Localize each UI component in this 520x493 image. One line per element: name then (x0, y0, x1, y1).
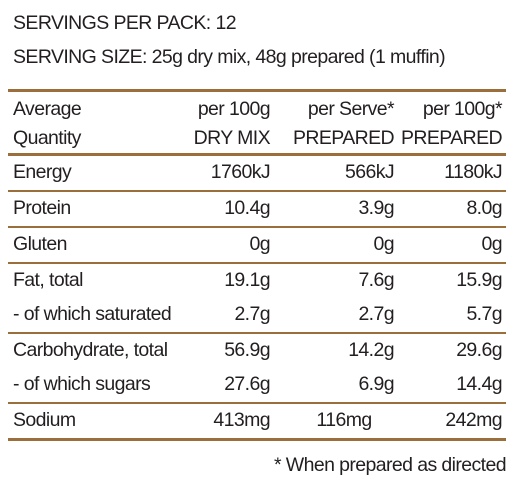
header-quantity-line2: Quantity (13, 127, 81, 149)
row-label: Sodium (13, 409, 76, 431)
row-per-serve-value: 2.7g (358, 303, 394, 325)
row-per-serve-value: 116mg (316, 409, 372, 431)
row-label: - of which saturated (13, 303, 172, 325)
row-prepared-value: 5.7g (466, 303, 502, 325)
row-dry-mix-value: 413mg (213, 409, 270, 431)
table-bottom-rule (8, 438, 506, 441)
row-per-serve-value: 3.9g (358, 197, 394, 219)
row-per-serve-value: 14.2g (348, 339, 394, 361)
header-per-serve-line2: PREPARED (292, 127, 395, 149)
nutrition-table: Average Quantity per 100g DRY MIX per Se… (8, 89, 506, 441)
row-divider (8, 262, 506, 264)
row-prepared-value: 15.9g (456, 269, 502, 291)
row-dry-mix-value: 2.7g (234, 303, 270, 325)
row-divider (8, 190, 506, 192)
header-prepared-line2: PREPARED (400, 127, 503, 149)
table-row: Gluten 0g 0g 0g (8, 228, 506, 262)
header-quantity-line1: Average (13, 98, 82, 120)
table-row: - of which saturated 2.7g 2.7g 5.7g (8, 298, 506, 332)
row-prepared-value: 242mg (445, 409, 502, 431)
table-row: Fat, total 19.1g 7.6g 15.9g (8, 264, 506, 298)
row-prepared-value: 0g (481, 233, 503, 255)
row-dry-mix-value: 19.1g (224, 269, 270, 291)
row-dry-mix-value: 56.9g (224, 339, 270, 361)
row-per-serve-value: 566kJ (344, 161, 395, 183)
row-dry-mix-value: 1760kJ (210, 161, 271, 183)
row-per-serve-value: 7.6g (358, 269, 394, 291)
table-row: Energy 1760kJ 566kJ 1180kJ (8, 156, 506, 190)
row-label: - of which sugars (13, 373, 151, 395)
row-divider (8, 402, 506, 404)
table-header-row: Average Quantity per 100g DRY MIX per Se… (8, 92, 506, 153)
row-per-serve-value: 6.9g (358, 373, 394, 395)
row-dry-mix-value: 0g (249, 233, 271, 255)
row-per-serve-value: 0g (373, 233, 395, 255)
row-divider (8, 226, 506, 228)
servings-per-pack: SERVINGS PER PACK: 12 (13, 12, 237, 34)
row-label: Fat, total (13, 269, 83, 291)
table-row: Carbohydrate, total 56.9g 14.2g 29.6g (8, 334, 506, 368)
header-per-serve-line1: per Serve* (307, 98, 395, 120)
row-dry-mix-value: 10.4g (224, 197, 270, 219)
row-label: Protein (13, 197, 71, 219)
row-label: Carbohydrate, total (13, 339, 168, 361)
table-row: Protein 10.4g 3.9g 8.0g (8, 192, 506, 226)
footnote: * When prepared as directed (273, 454, 507, 476)
row-divider (8, 332, 506, 334)
table-row: Sodium 413mg 116mg 242mg (8, 404, 506, 438)
header-dry-mix-line2: DRY MIX (193, 127, 271, 149)
row-prepared-value: 1180kJ (444, 161, 502, 183)
row-prepared-value: 8.0g (466, 197, 502, 219)
row-dry-mix-value: 27.6g (224, 373, 270, 395)
header-divider (8, 153, 506, 156)
header-prepared-line1: per 100g* (422, 98, 503, 120)
row-prepared-value: 14.4g (456, 373, 502, 395)
row-label: Gluten (13, 233, 67, 255)
table-row: - of which sugars 27.6g 6.9g 14.4g (8, 368, 506, 402)
row-prepared-value: 29.6g (456, 339, 502, 361)
row-label: Energy (13, 161, 72, 183)
header-dry-mix-line1: per 100g (197, 98, 271, 120)
table-top-rule (8, 89, 506, 92)
serving-size: SERVING SIZE: 25g dry mix, 48g prepared … (13, 46, 446, 68)
